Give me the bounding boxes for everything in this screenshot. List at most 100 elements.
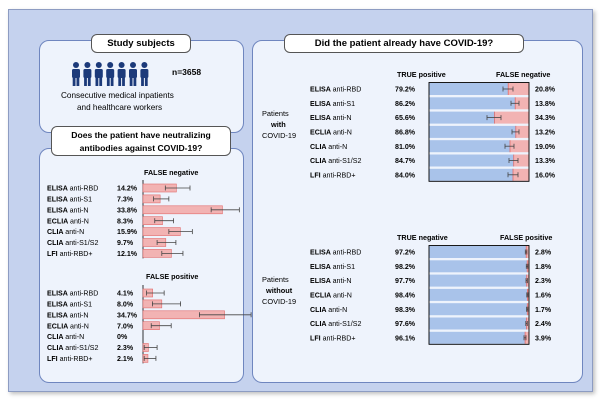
without-covid-series1-bar <box>429 260 528 273</box>
with-covid-series1-bar <box>429 140 510 153</box>
false-positive-chart: ELISA anti-RBD 4.1% ELISA anti-S1 8.0% ELISA… <box>47 285 252 364</box>
without-covid-series1-value-label: 96.1% <box>395 334 416 342</box>
false-negative-value-label: 7.3% <box>117 196 134 204</box>
false-negative-category-label: LFI anti-RBD+ <box>47 250 93 258</box>
false-negative-error-bar <box>168 229 193 235</box>
with-covid-error-bar <box>507 172 519 178</box>
false-positive-value-label: 2.1% <box>117 355 134 363</box>
person-icon <box>83 62 92 86</box>
without-covid-error-bar <box>524 249 528 255</box>
without-covid-frame <box>428 245 530 345</box>
false-positive-value-label: 0% <box>117 333 128 341</box>
false-negative-bar <box>142 205 223 215</box>
with-covid-series2-value-label: 13.3% <box>535 157 556 165</box>
false-negative-value-label: 15.9% <box>117 228 138 236</box>
without-covid-series1-bar <box>429 274 527 287</box>
with-covid-series2-bar <box>513 154 529 167</box>
with-covid-series2-bar <box>510 140 529 153</box>
with-covid-series2-value-label: 13.2% <box>535 129 556 137</box>
without-covid-error-bar <box>525 278 528 284</box>
person-icon <box>140 62 149 86</box>
without-covid-series1-value-label: 97.6% <box>395 320 416 328</box>
false-negative-chart: ELISA anti-RBD 14.2% ELISA anti-S1 7.3% ELIS… <box>47 180 240 259</box>
with-covid-series1-value-label: 79.2% <box>395 86 416 94</box>
false-positive-value-label: 34.7% <box>117 311 138 319</box>
with-covid-series1-value-label: 81.0% <box>395 143 416 151</box>
with-covid-series2-bar <box>515 125 529 138</box>
false-negative-error-bar <box>210 207 240 213</box>
without-covid-series1-value-label: 98.2% <box>395 263 416 271</box>
false-negative-error-bar <box>154 218 174 224</box>
with-covid-error-bar <box>508 158 519 163</box>
false-negative-value-label: 14.2% <box>117 185 138 193</box>
neutralizing-title-line2: antibodies against COVID-19? <box>79 143 203 153</box>
false-positive-header-covid: FALSE positive <box>500 233 553 242</box>
without-covid-series2-value-label: 1.6% <box>535 292 552 300</box>
false-negative-header-covid: FALSE negative <box>496 70 551 79</box>
false-negative-error-bar <box>156 240 177 245</box>
false-positive-category-label: ELISA anti-S1 <box>47 301 92 309</box>
false-negative-category-label: ECLIA anti-N <box>47 217 89 225</box>
with-covid-error-bar <box>486 115 502 121</box>
without-covid-error-bar <box>526 306 529 312</box>
neutralizing-title-line1: Does the patient have neutralizing <box>71 130 211 140</box>
with-covid-series1-bar <box>429 111 495 124</box>
person-icon <box>94 62 103 86</box>
with-covid-error-bar <box>502 86 514 92</box>
true-negative-header: TRUE negative <box>397 233 448 242</box>
person-icon <box>106 62 115 86</box>
without-covid-category-label: ELISA anti-N <box>310 277 352 285</box>
figure-background: Study subjects n=3658 Consecutive medica… <box>8 9 593 392</box>
without-covid-series1-bar <box>429 317 527 330</box>
without-covid-series2-bar <box>526 274 529 287</box>
with-covid-series1-bar <box>429 97 516 110</box>
with-covid-series1-bar <box>429 168 513 181</box>
false-negative-error-bar <box>164 185 191 191</box>
study-description-line1: Consecutive medical inpatients <box>61 91 174 100</box>
false-positive-value-label: 8.0% <box>117 301 134 309</box>
with-covid-series2-bar <box>515 97 529 110</box>
false-positive-header: FALSE positive <box>146 272 199 281</box>
false-negative-header: FALSE negative <box>144 168 199 177</box>
without-covid-error-bar <box>525 321 528 326</box>
false-positive-error-bar <box>143 355 157 361</box>
without-covid-category-label: CLIA anti-N <box>310 306 347 314</box>
without-covid-series2-value-label: 2.3% <box>535 277 552 285</box>
without-covid-category-label: ELISA anti-S1 <box>310 263 355 271</box>
person-icon <box>72 62 80 86</box>
false-positive-value-label: 7.0% <box>117 322 134 330</box>
with-covid-series1-value-label: 84.7% <box>395 157 416 165</box>
false-positive-category-label: ELISA anti-RBD <box>47 290 98 298</box>
with-covid-series2-bar <box>513 168 529 181</box>
without-covid-series1-value-label: 97.2% <box>395 249 416 257</box>
person-icons <box>72 62 149 86</box>
with-covid-label-line3: COVID-19 <box>262 131 297 140</box>
neutralizing-panel <box>39 148 244 383</box>
without-covid-series2-bar <box>525 331 529 344</box>
false-positive-error-bar <box>151 301 182 307</box>
false-negative-category-label: ELISA anti-N <box>47 206 89 214</box>
with-covid-series2-value-label: 19.0% <box>535 143 556 151</box>
with-covid-series1-value-label: 86.2% <box>395 100 416 108</box>
false-positive-value-label: 4.1% <box>117 290 134 298</box>
with-covid-series1-value-label: 84.0% <box>395 171 416 179</box>
false-negative-category-label: CLIA anti-S1/S2 <box>47 239 98 247</box>
without-covid-category-label: CLIA anti-S1/S2 <box>310 320 361 328</box>
without-covid-label-line3: COVID-19 <box>262 297 297 306</box>
with-covid-category-label: CLIA anti-N <box>310 143 347 151</box>
without-covid-series2-value-label: 2.4% <box>535 320 552 328</box>
with-covid-error-bar <box>510 100 520 106</box>
with-covid-series1-value-label: 65.6% <box>395 114 416 122</box>
true-positive-header: TRUE positive <box>397 70 446 79</box>
with-covid-category-label: CLIA anti-S1/S2 <box>310 157 361 165</box>
false-negative-value-label: 33.8% <box>117 206 138 214</box>
without-covid-category-label: ELISA anti-RBD <box>310 249 361 257</box>
with-covid-category-label: LFI anti-RBD+ <box>310 171 356 179</box>
without-covid-series2-value-label: 2.8% <box>535 249 552 257</box>
with-covid-series2-value-label: 16.0% <box>535 171 556 179</box>
neutralizing-title: Does the patient have neutralizing antib… <box>51 126 231 156</box>
without-covid-series2-value-label: 1.8% <box>535 263 552 271</box>
false-negative-value-label: 12.1% <box>117 250 138 258</box>
with-covid-chart: ELISA anti-RBD 79.2% 20.8% ELISA anti-S1 86.… <box>310 82 556 182</box>
without-covid-series1-bar <box>429 303 528 316</box>
